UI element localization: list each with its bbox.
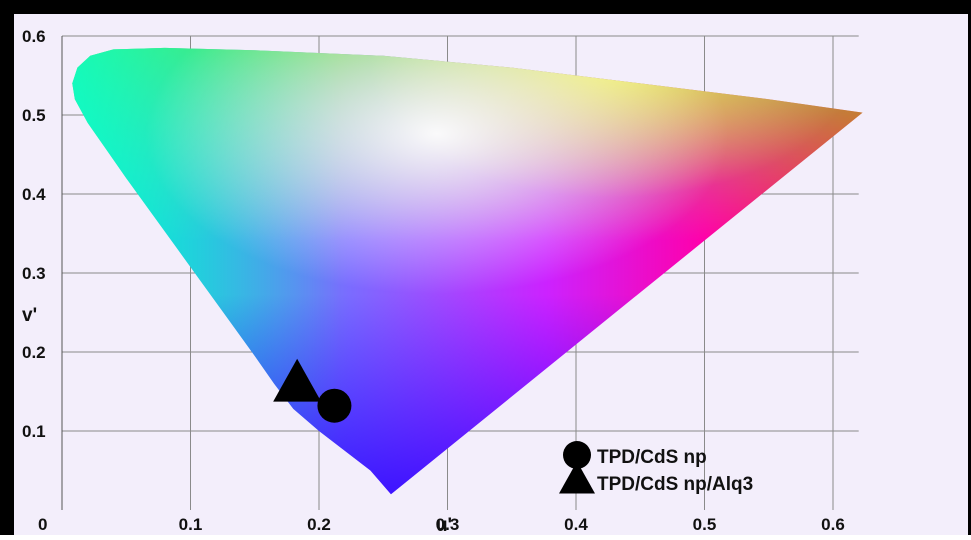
y-tick-label-2: 0.3 xyxy=(22,264,46,283)
legend-label-1: TPD/CdS np/Alq3 xyxy=(597,474,753,495)
y-tick-label-3: 0.4 xyxy=(22,185,46,204)
legend-marker-0 xyxy=(563,441,591,469)
data-point-circle-0-0 xyxy=(317,388,352,423)
y-tick-label-5: 0.6 xyxy=(22,27,46,46)
x-tick-label-3: 0.3 xyxy=(436,515,460,534)
y-tick-label-4: 0.5 xyxy=(22,106,46,125)
legend-marker-1 xyxy=(559,461,595,494)
x-axis-label: u' xyxy=(436,515,452,535)
data-markers xyxy=(273,358,352,423)
y-tick-label-1: 0.2 xyxy=(22,343,46,362)
y-tick-label-0: 0.1 xyxy=(22,422,46,441)
x-tick-label-1: 0.1 xyxy=(179,515,203,534)
x-tick-label-4: 0.4 xyxy=(564,515,588,534)
axes: 0 0.1 0.2 0.3 0.4 0.5 0.6 0.1 0.2 0.3 0.4 0.5 0.6 u' v… xyxy=(22,27,845,536)
x-tick-label-2: 0.2 xyxy=(307,515,331,534)
data-point-triangle-1-0 xyxy=(273,358,322,402)
x-tick-label-5: 0.5 xyxy=(693,515,717,534)
legend: TPD/CdS np TPD/CdS np/Alq3 xyxy=(559,441,753,495)
x-tick-label-0: 0 xyxy=(38,515,47,534)
x-tick-label-6: 0.6 xyxy=(821,515,845,534)
legend-label-0: TPD/CdS np xyxy=(597,447,707,468)
y-axis-label: v' xyxy=(22,305,37,326)
